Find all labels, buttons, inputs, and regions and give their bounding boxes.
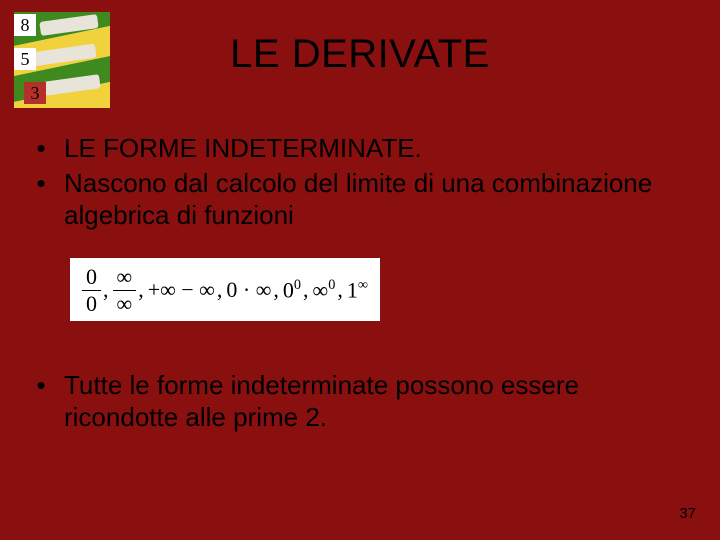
formula-region: 00,∞∞,+∞ − ∞,0 · ∞,00,∞0,1∞ <box>70 258 692 321</box>
page-number: 37 <box>679 505 696 522</box>
decor-num-2: 3 <box>31 83 40 103</box>
formula-term: +∞ − ∞ <box>148 277 215 303</box>
bullet-text: LE FORME INDETERMINATE. <box>64 132 692 165</box>
bullet-item: • LE FORME INDETERMINATE. <box>28 132 692 165</box>
formula-separator: , <box>337 277 343 303</box>
bullet-text: Tutte le forme indeterminate possono ess… <box>64 369 692 434</box>
bullet-glyph: • <box>28 132 54 165</box>
formula-fraction: 00 <box>82 264 101 317</box>
bullet-glyph: • <box>28 167 54 200</box>
formula-fraction: ∞∞ <box>113 264 137 317</box>
bullet-glyph: • <box>28 369 54 402</box>
formula-power: 00 <box>283 277 301 303</box>
formula-term: 0 · ∞ <box>226 277 271 303</box>
formula-separator: , <box>303 277 309 303</box>
formula-box: 00,∞∞,+∞ − ∞,0 · ∞,00,∞0,1∞ <box>70 258 380 321</box>
formula-power: 1∞ <box>347 277 368 303</box>
formula-separator: , <box>138 277 144 303</box>
slide-title: LE DERIVATE <box>0 32 720 77</box>
formula-power: ∞0 <box>313 277 336 303</box>
formula-separator: , <box>273 277 279 303</box>
bullet-item: • Nascono dal calcolo del limite di una … <box>28 167 692 232</box>
slide-body: • LE FORME INDETERMINATE. • Nascono dal … <box>28 132 692 436</box>
bullet-item: • Tutte le forme indeterminate possono e… <box>28 369 692 434</box>
bullet-text: Nascono dal calcolo del limite di una co… <box>64 167 692 232</box>
formula-separator: , <box>103 277 109 303</box>
formula-separator: , <box>217 277 223 303</box>
